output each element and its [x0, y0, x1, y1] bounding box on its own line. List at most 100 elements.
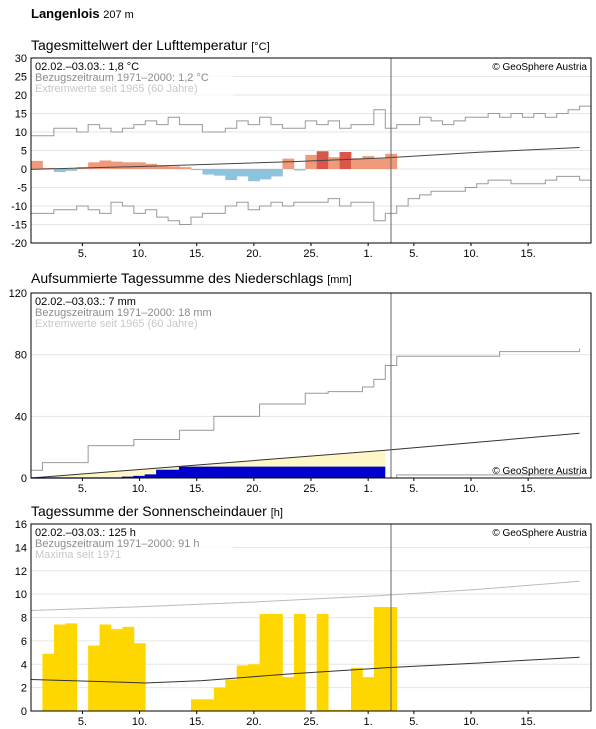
sunshine-bar [111, 629, 123, 711]
info-reference: Bezugszeitraum 1971–2000: 91 h [35, 538, 200, 550]
temp-max-line [31, 105, 591, 137]
x-tick-label: 20. [246, 248, 261, 260]
y-tick-label: 6 [21, 636, 27, 648]
info-background [33, 526, 233, 564]
station-altitude: 207 m [103, 9, 134, 21]
credit-label: © GeoSphere Austria [492, 528, 587, 539]
x-tick-label: 5. [78, 716, 87, 728]
x-tick-label: 25. [303, 248, 318, 260]
x-tick-label: 5. [409, 248, 418, 260]
panel-0: 30 25 20 15 10 5 0 -5 -10 -15 -20 5. 10. 15. 20. 25. 1. 5… [11, 53, 592, 260]
sunshine-bar [53, 624, 66, 711]
x-tick-label: 15. [520, 248, 535, 260]
y-tick-label: 10 [15, 127, 27, 139]
sunshine-bar [225, 679, 238, 711]
temp-bar [225, 169, 238, 181]
y-tick-label: 12 [15, 566, 27, 578]
y-tick-label: 10 [15, 589, 27, 601]
x-tick-label: 20. [246, 483, 261, 495]
x-tick-label: 10. [132, 716, 147, 728]
sunshine-bar [202, 699, 215, 711]
y-tick-label: 16 [15, 519, 27, 531]
sunshine-bar [328, 709, 340, 711]
y-tick-label: 25 [15, 72, 27, 84]
y-tick-label: -20 [11, 238, 27, 250]
info-period: 02.02.–03.03.: 7 mm [35, 296, 136, 308]
temp-bar [373, 158, 386, 169]
precip-max-line [31, 348, 581, 471]
sunshine-bar [133, 643, 146, 711]
precipitation-title: Aufsummierte Tagessumme des Niederschlag… [31, 270, 324, 286]
temp-bar [305, 154, 318, 169]
temp-bar [328, 157, 340, 169]
sunshine-bar [248, 664, 260, 711]
x-tick-label: 15. [520, 716, 535, 728]
y-tick-label: 40 [15, 411, 27, 423]
panel-1: 120 80 40 0 5. 10. 15. 20. 25. 1. 5. 10. 15. 02.02.–0… [9, 288, 592, 495]
x-tick-label: 1. [364, 716, 373, 728]
x-tick-label: 5. [78, 248, 87, 260]
sunshine-bar [351, 667, 363, 711]
temp-bar [99, 160, 112, 169]
sunshine-bar [373, 606, 386, 711]
sunshine-bar [362, 677, 375, 711]
y-tick-label: 0 [21, 164, 27, 176]
sunshine-bar [282, 677, 295, 711]
panel-2: 16 14 12 10 8 6 4 2 0 5. 10. 15. 20. 25. 1. 5. 10. 15. 02.… [15, 519, 592, 728]
info-extremes: Extremwerte seit 1965 (60 Jahre) [35, 83, 198, 95]
temp-bar [248, 169, 260, 182]
sunshine-bar [122, 626, 135, 711]
y-tick-label: 8 [21, 613, 27, 625]
temp-bar [293, 169, 306, 171]
temp-bar [168, 166, 180, 169]
y-tick-label: 80 [15, 350, 27, 362]
y-tick-label: -5 [17, 183, 27, 195]
sunshine-title: Tagessumme der Sonnenscheindauer [31, 503, 267, 519]
station-name: Langenlois [31, 6, 100, 21]
sunshine-max-line [30, 580, 580, 611]
info-extremes: Extremwerte seit 1965 (60 Jahre) [35, 318, 198, 330]
precip-normal-line [30, 432, 580, 479]
temp-bar [339, 151, 352, 169]
x-tick-label: 15. [520, 483, 535, 495]
sunshine-unit: [h] [270, 507, 283, 519]
y-tick-label: 15 [15, 109, 27, 121]
temp-bar [31, 160, 43, 169]
temp-bar [236, 169, 249, 177]
x-tick-label: 20. [246, 716, 261, 728]
temp-bar [362, 156, 375, 169]
temp-bar [191, 169, 203, 171]
y-tick-label: 30 [15, 53, 27, 65]
info-reference: Bezugszeitraum 1971–2000: 18 mm [35, 307, 212, 319]
sunshine-bar [65, 623, 78, 711]
y-tick-label: 0 [21, 473, 27, 485]
sunshine-bar [259, 613, 272, 711]
temp-bar [213, 169, 226, 176]
temp-bar [122, 162, 135, 169]
info-period: 02.02.–03.03.: 125 h [35, 527, 136, 539]
x-tick-label: 25. [303, 716, 318, 728]
x-tick-label: 15. [189, 716, 204, 728]
temp-bar [156, 165, 169, 169]
sunshine-bar [236, 665, 249, 711]
x-tick-label: 25. [303, 483, 318, 495]
temp-min-line [31, 175, 591, 225]
x-tick-label: 15. [189, 248, 204, 260]
sunshine-bar [293, 613, 306, 711]
info-background [33, 60, 233, 98]
station-header: Langenlois 207 m [31, 6, 134, 21]
temp-bar [259, 169, 272, 180]
y-tick-label: 20 [15, 90, 27, 102]
y-tick-label: 4 [21, 659, 27, 671]
sunshine-bar [316, 613, 329, 711]
sunshine-normal-line [30, 656, 580, 684]
temp-bar [202, 169, 215, 175]
sunshine-bar [339, 709, 352, 711]
x-tick-label: 10. [132, 248, 147, 260]
y-tick-label: 14 [15, 542, 27, 554]
temp-normal-line [30, 147, 580, 170]
x-tick-label: 10. [463, 248, 478, 260]
info-period: 02.02.–03.03.: 1,8 °C [35, 61, 139, 73]
x-tick-label: 5. [409, 483, 418, 495]
y-tick-label: 5 [21, 146, 27, 158]
